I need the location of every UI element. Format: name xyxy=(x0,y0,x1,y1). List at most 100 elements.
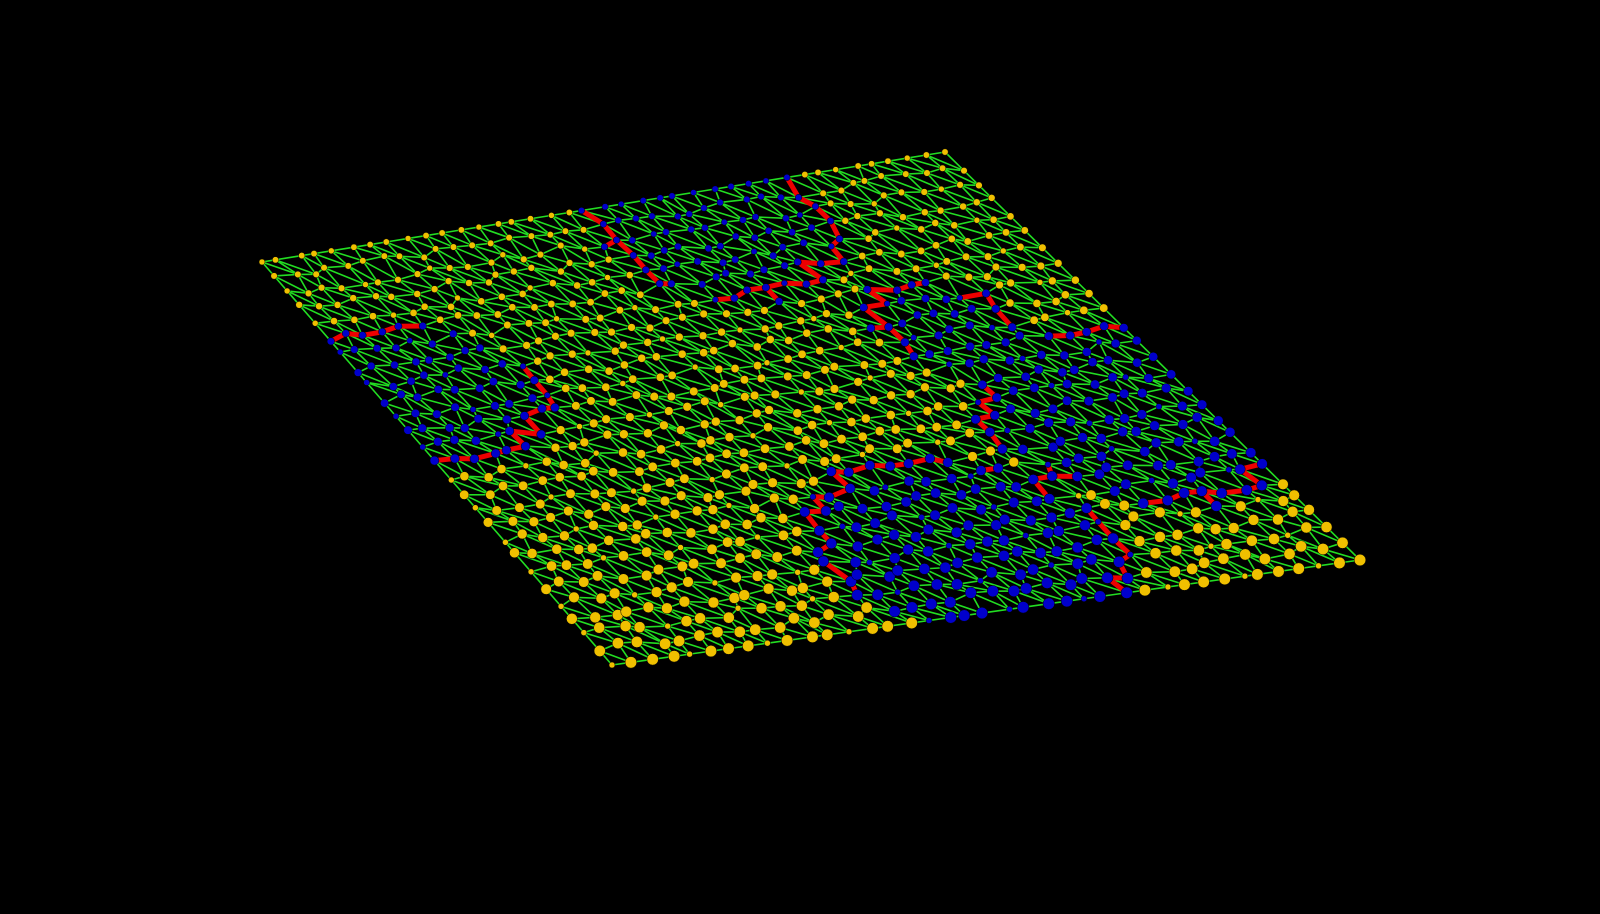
mesh-node-blue xyxy=(1209,436,1220,447)
mesh-edge xyxy=(681,316,723,333)
mesh-node-yellow xyxy=(579,437,590,448)
mesh-edge xyxy=(924,281,948,301)
mesh-edge xyxy=(592,422,625,436)
mesh-node-blue xyxy=(449,329,458,338)
mesh-node-yellow xyxy=(541,456,552,467)
mesh-edge xyxy=(1196,416,1231,434)
mesh-edge xyxy=(1046,582,1085,600)
mesh-edge xyxy=(676,263,703,286)
mesh-node-blue xyxy=(984,427,995,438)
mesh-node-yellow xyxy=(551,543,563,555)
mesh-node-blue xyxy=(1075,572,1088,585)
mesh-node-yellow xyxy=(774,621,787,634)
mesh-edge xyxy=(655,355,696,368)
mesh-node-yellow xyxy=(963,237,972,246)
mesh-node-yellow xyxy=(802,328,812,338)
mesh-node-blue xyxy=(390,360,399,370)
mesh-node-yellow xyxy=(1118,499,1130,512)
mesh-node-yellow xyxy=(897,250,906,259)
mesh-edge xyxy=(768,409,799,432)
mesh-edge xyxy=(634,538,670,557)
mesh-edge xyxy=(502,348,524,368)
mesh-node-blue xyxy=(730,294,739,303)
mesh-edge xyxy=(913,355,951,366)
mesh-node-yellow xyxy=(1029,315,1039,325)
mesh-edge xyxy=(522,258,562,273)
mesh-edge xyxy=(817,551,857,564)
mesh-node-yellow xyxy=(514,502,525,513)
mesh-node-yellow xyxy=(454,294,461,302)
mesh-node-yellow xyxy=(942,257,951,266)
mesh-edge xyxy=(840,346,884,365)
mesh-edge xyxy=(767,230,793,234)
mesh-node-yellow xyxy=(690,299,699,308)
mesh-edge xyxy=(941,167,980,187)
mesh-node-blue xyxy=(997,443,1008,455)
mesh-edge xyxy=(605,386,638,396)
mesh-edge xyxy=(704,227,737,238)
mesh-edge xyxy=(659,376,695,393)
mesh-edge xyxy=(1009,282,1038,305)
mesh-edge xyxy=(602,557,648,577)
mesh-node-blue xyxy=(1080,595,1088,602)
mesh-node-blue xyxy=(866,323,876,333)
mesh-node-yellow xyxy=(815,346,825,356)
mesh-node-yellow xyxy=(1006,278,1015,288)
mesh-edge xyxy=(1081,436,1113,450)
mesh-edge xyxy=(703,207,744,221)
mesh-edge xyxy=(734,367,763,380)
mesh-edge xyxy=(314,322,332,343)
mesh-edge xyxy=(1076,475,1116,492)
mesh-node-yellow xyxy=(1209,523,1222,535)
mesh-edge xyxy=(607,258,647,271)
mesh-edge xyxy=(533,520,566,537)
mesh-node-blue xyxy=(946,473,958,484)
mesh-edge xyxy=(339,351,359,374)
boundary-edge xyxy=(579,208,606,227)
mesh-edge xyxy=(714,188,748,201)
mesh-node-blue xyxy=(712,296,719,303)
mesh-node-yellow xyxy=(619,620,632,632)
mesh-node-blue xyxy=(745,180,753,188)
mesh-edge xyxy=(747,182,782,199)
mesh-node-yellow xyxy=(468,241,476,249)
mesh-edge xyxy=(362,259,379,284)
mesh-node-blue xyxy=(882,483,889,491)
mesh-edge xyxy=(552,282,578,287)
mesh-node-yellow xyxy=(1239,548,1252,561)
mesh-edge xyxy=(646,341,683,355)
mesh-edge xyxy=(612,471,648,489)
mesh-node-yellow xyxy=(619,380,627,387)
mesh-edge xyxy=(937,405,977,421)
mesh-node-blue xyxy=(881,501,892,512)
mesh-edge xyxy=(448,267,470,284)
mesh-node-blue xyxy=(955,489,967,501)
mesh-edge xyxy=(604,205,637,220)
mesh-edge xyxy=(676,442,711,459)
mesh-edge xyxy=(484,368,522,386)
mesh-edge xyxy=(1195,511,1235,529)
mesh-node-blue xyxy=(1167,477,1179,489)
mesh-edge xyxy=(830,542,871,564)
mesh-edge xyxy=(659,197,679,218)
mesh-edge xyxy=(733,297,766,312)
mesh-edge xyxy=(827,613,874,630)
mesh-node-yellow xyxy=(567,349,577,359)
mesh-edge xyxy=(970,307,1013,329)
mesh-edge xyxy=(913,584,952,604)
mesh-node-blue xyxy=(1081,502,1093,514)
mesh-edge xyxy=(494,273,531,289)
mesh-node-yellow xyxy=(760,443,771,454)
mesh-node-blue xyxy=(1094,468,1105,480)
mesh-node-yellow xyxy=(711,626,724,639)
mesh-node-yellow xyxy=(722,642,735,655)
mesh-node-yellow xyxy=(934,438,942,446)
mesh-node-yellow xyxy=(734,552,746,564)
mesh-node-yellow xyxy=(641,546,653,558)
mesh-node-yellow xyxy=(659,335,666,343)
mesh-edge xyxy=(925,371,962,385)
mesh-node-blue xyxy=(1093,590,1106,603)
mesh-edge xyxy=(383,255,399,281)
mesh-node-blue xyxy=(350,345,359,354)
mesh-node-blue xyxy=(1119,323,1129,333)
